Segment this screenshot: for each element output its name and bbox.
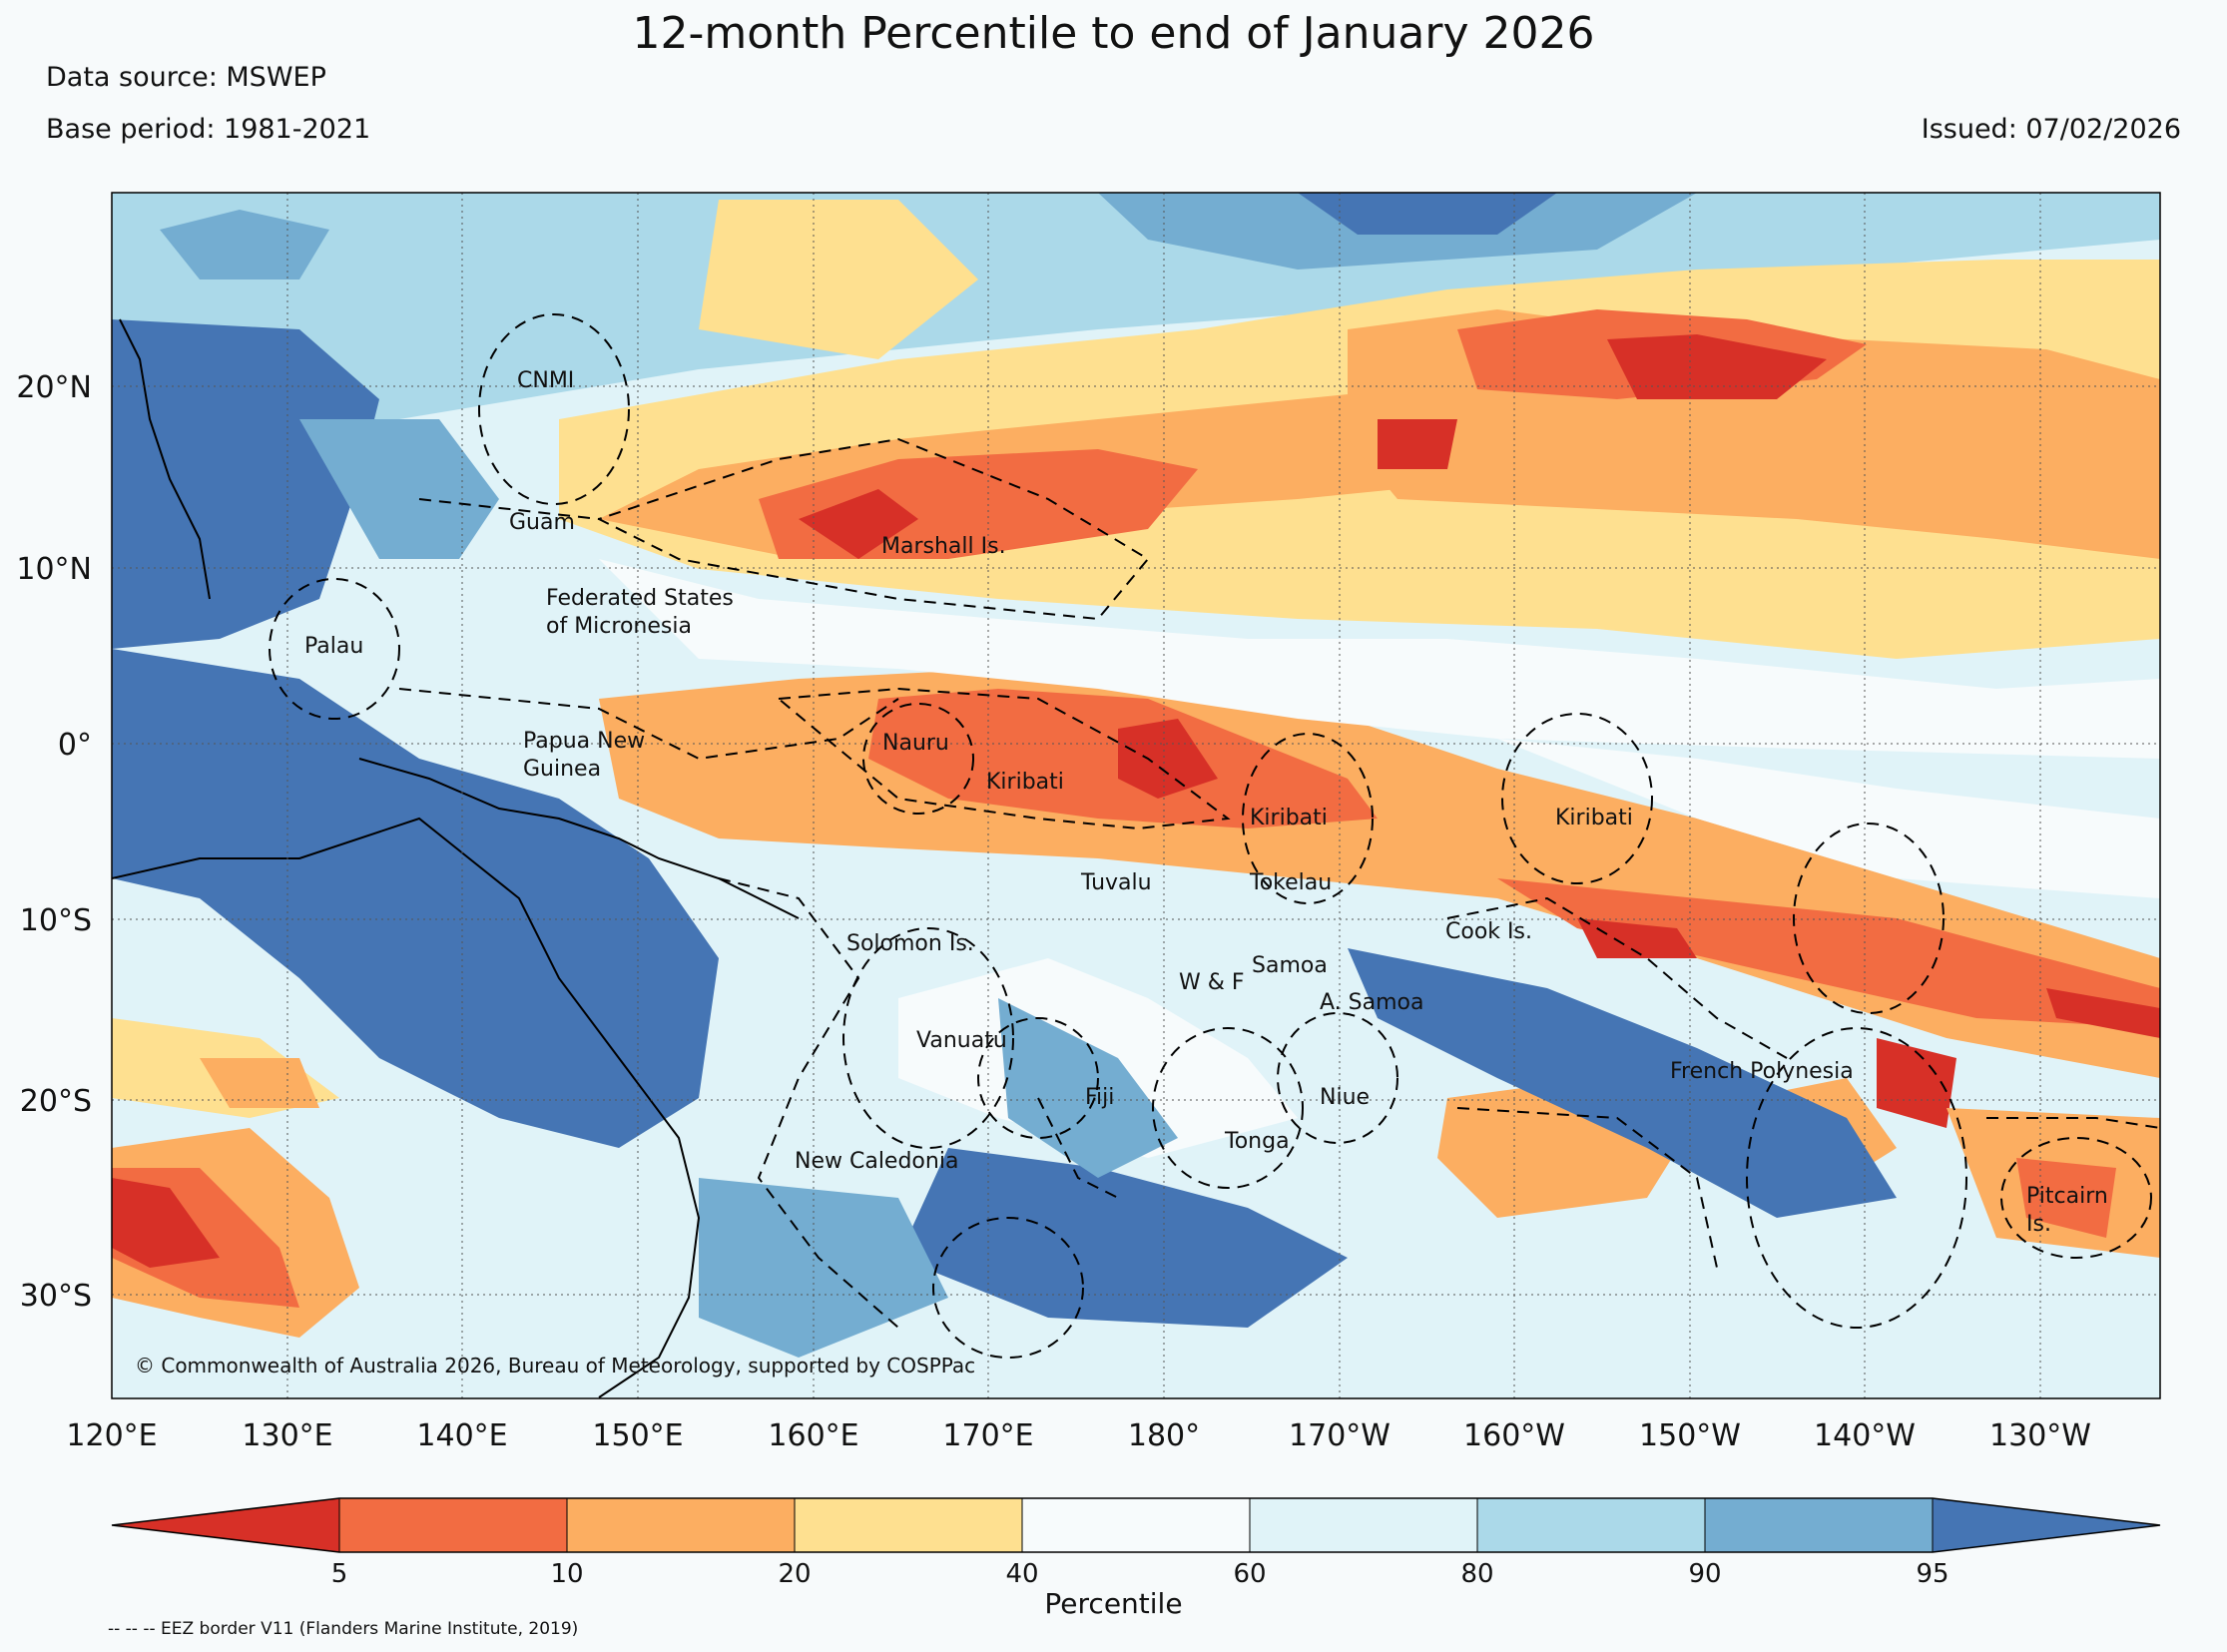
place-label: Solomon Is.	[846, 931, 974, 956]
colorbar-tick: 60	[1233, 1559, 1266, 1589]
colorbar-segment	[1250, 1498, 1477, 1552]
place-label: W & F	[1179, 970, 1245, 995]
x-tick-label: 150°W	[1639, 1418, 1741, 1453]
colorbar-tick: 80	[1460, 1559, 1493, 1589]
graticule	[112, 193, 2160, 1398]
place-label: Tokelau	[1249, 870, 1332, 895]
place-label: Vanuatu	[916, 1028, 1007, 1053]
place-label: Niue	[1320, 1085, 1370, 1110]
colorbar-extend-high	[1933, 1498, 2160, 1552]
x-tick-label: 130°W	[1989, 1418, 2091, 1453]
place-label: Nauru	[882, 731, 949, 756]
x-tick-label: 140°E	[416, 1418, 507, 1453]
place-label: Federated States of Micronesia	[546, 586, 734, 639]
colorbar-segment	[1022, 1498, 1250, 1552]
colorbar-tick: 40	[1005, 1559, 1038, 1589]
place-label: Kiribati	[1250, 806, 1328, 830]
place-label: Palau	[304, 634, 363, 659]
place-label: Guam	[509, 510, 575, 535]
place-label: Samoa	[1252, 953, 1328, 978]
y-tick-label: 0°	[58, 728, 92, 763]
y-tick-label: 20°S	[20, 1084, 92, 1119]
place-label: Papua New Guinea	[523, 729, 645, 782]
place-label: Marshall Is.	[881, 534, 1006, 559]
place-label: New Caledonia	[795, 1149, 958, 1174]
y-tick-label: 20°N	[16, 370, 92, 405]
place-labels: CNMI Guam Marshall Is. Federated States of M…	[304, 368, 2108, 1237]
x-axis-labels: 120°E 130°E 140°E 150°E 160°E 170°E 180°…	[66, 1418, 2091, 1453]
place-label: Tuvalu	[1080, 870, 1152, 895]
copyright-text: © Commonwealth of Australia 2026, Bureau…	[135, 1354, 975, 1377]
eez-borders	[269, 313, 2160, 1359]
colorbar: 5 10 20 40 60 80 90 95	[111, 1497, 2161, 1589]
place-label: Kiribati	[986, 770, 1064, 795]
colorbar-tick: 5	[331, 1559, 348, 1589]
place-label: Pitcairn Is.	[2026, 1184, 2108, 1237]
colorbar-segment	[339, 1498, 567, 1552]
colorbar-segment	[567, 1498, 795, 1552]
x-tick-label: 120°E	[66, 1418, 157, 1453]
data-source: Data source: MSWEP	[46, 62, 326, 93]
map-field	[112, 193, 2160, 1398]
colorbar-extend-low	[112, 1498, 339, 1552]
x-tick-label: 150°E	[592, 1418, 683, 1453]
y-tick-label: 30°S	[20, 1279, 92, 1314]
place-label: Cook Is.	[1445, 919, 1532, 944]
base-period: Base period: 1981-2021	[46, 114, 371, 145]
place-label: Tonga	[1224, 1129, 1290, 1154]
place-label: A. Samoa	[1320, 990, 1423, 1015]
y-tick-label: 10°N	[16, 552, 92, 587]
x-tick-label: 170°E	[942, 1418, 1033, 1453]
colorbar-tick: 20	[778, 1559, 811, 1589]
x-tick-label: 170°W	[1289, 1418, 1391, 1453]
colorbar-tick: 90	[1688, 1559, 1721, 1589]
y-tick-label: 10°S	[20, 903, 92, 938]
colorbar-label: Percentile	[1044, 1587, 1183, 1620]
colorbar-segment	[795, 1498, 1022, 1552]
y-axis-labels: 20°N 10°N 0° 10°S 20°S 30°S	[16, 370, 92, 1314]
colorbar-tick: 10	[550, 1559, 583, 1589]
place-label: French Polynesia	[1670, 1059, 1854, 1084]
colorbar-tick: 95	[1916, 1559, 1949, 1589]
colorbar-segment	[1477, 1498, 1705, 1552]
eez-legend-note: -- -- -- EEZ border V11 (Flanders Marine…	[108, 1619, 579, 1639]
place-label: Fiji	[1085, 1085, 1114, 1110]
x-tick-label: 180°	[1128, 1418, 1200, 1453]
x-tick-label: 160°W	[1463, 1418, 1565, 1453]
x-tick-label: 130°E	[242, 1418, 332, 1453]
place-label: CNMI	[517, 368, 574, 393]
issued-date: Issued: 07/02/2026	[1921, 114, 2181, 145]
x-tick-label: 140°W	[1814, 1418, 1916, 1453]
x-tick-label: 160°E	[768, 1418, 858, 1453]
place-label: Kiribati	[1555, 806, 1633, 830]
colorbar-segment	[1705, 1498, 1933, 1552]
map-title: 12-month Percentile to end of January 20…	[632, 8, 1595, 59]
